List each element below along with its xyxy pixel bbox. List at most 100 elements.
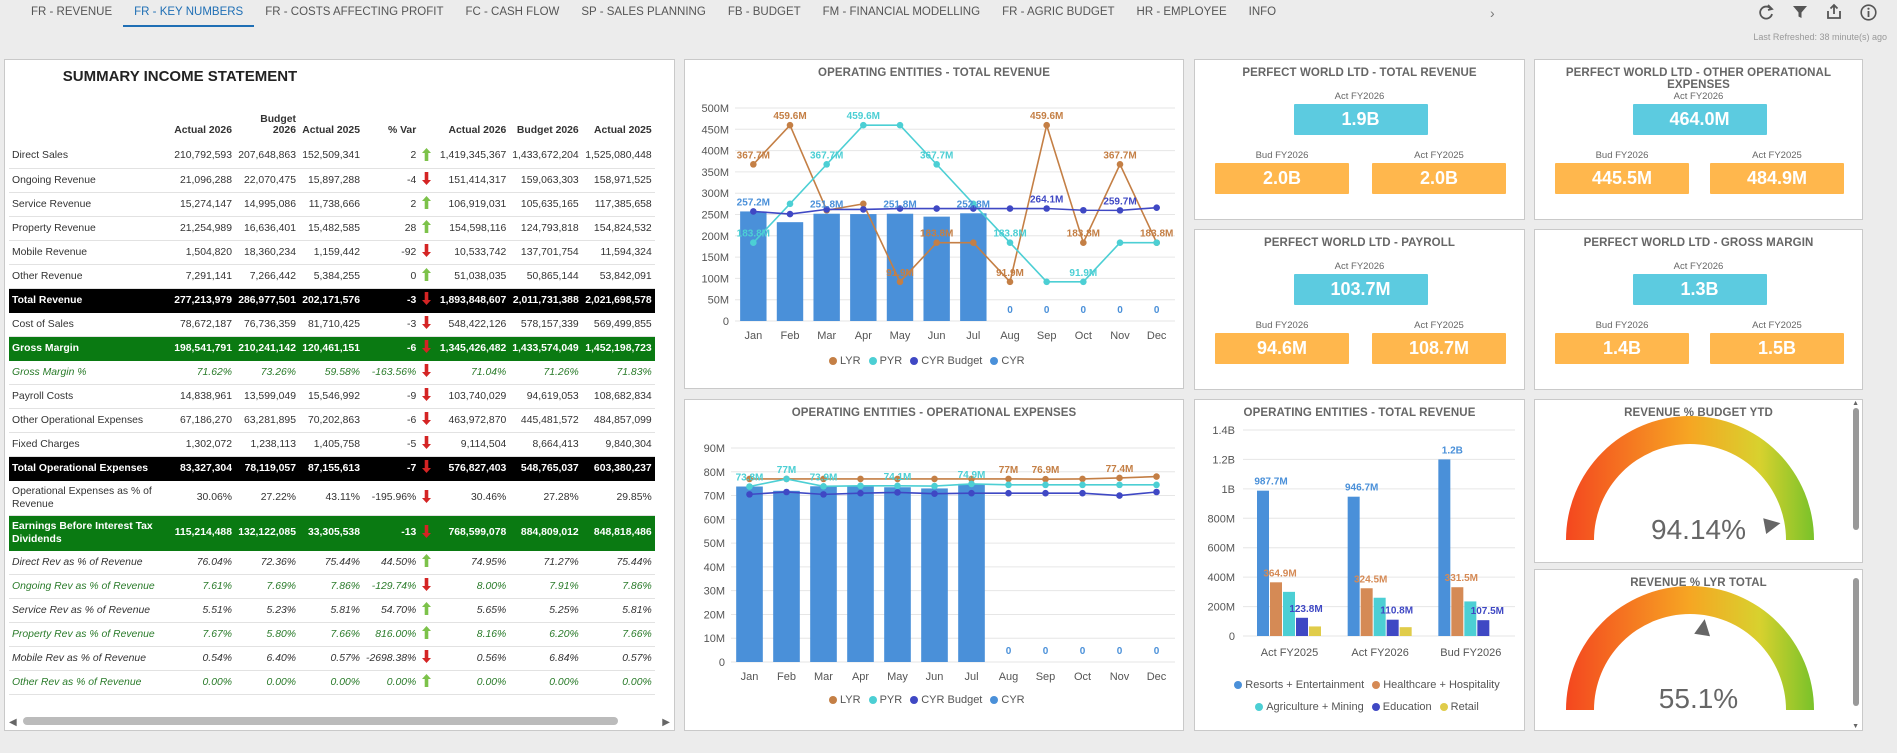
point-lyr-mar[interactable]	[820, 475, 827, 483]
point-cyr-budget-jul[interactable]	[968, 489, 975, 497]
info-icon[interactable]	[1857, 1, 1879, 23]
legend-item-pyr[interactable]: PYR	[861, 355, 902, 367]
point-pyr-mar[interactable]	[820, 482, 827, 490]
bar-education-act-fy2025[interactable]	[1296, 617, 1308, 636]
legend-item-resorts-entertainment[interactable]: Resorts + Entertainment	[1226, 674, 1364, 696]
point-pyr-aug[interactable]	[1006, 239, 1014, 247]
bar-cyr-feb[interactable]	[776, 222, 804, 321]
point-cyr-budget-apr[interactable]	[860, 206, 867, 213]
point-pyr-jan[interactable]	[750, 239, 757, 247]
bar-healthcare-hospitality-act-fy2026[interactable]	[1360, 588, 1373, 636]
point-pyr-feb[interactable]	[783, 475, 790, 483]
point-lyr-sep[interactable]	[1042, 475, 1049, 483]
legend-item-cyr-budget[interactable]: CYR Budget	[902, 355, 982, 367]
point-lyr-may[interactable]	[896, 278, 904, 286]
vertical-scrollbar[interactable]	[1853, 408, 1859, 530]
point-pyr-nov[interactable]	[1116, 239, 1124, 247]
point-pyr-mar[interactable]	[823, 161, 830, 168]
point-cyr-budget-dec[interactable]	[1153, 204, 1160, 211]
point-cyr-budget-may[interactable]	[896, 205, 904, 212]
bar-cyr-may[interactable]	[886, 213, 914, 321]
tab-fm-financial-modelling[interactable]: FM - FINANCIAL MODELLING	[822, 6, 981, 18]
legend-item-healthcare-hospitality[interactable]: Healthcare + Hospitality	[1364, 674, 1500, 696]
bar-agriculture-mining-act-fy2026[interactable]	[1373, 597, 1386, 636]
point-cyr-budget-nov[interactable]	[1116, 207, 1124, 214]
legend-item-cyr[interactable]: CYR	[982, 355, 1025, 367]
point-cyr-budget-aug[interactable]	[1006, 205, 1014, 212]
point-lyr-jul[interactable]	[970, 239, 977, 247]
scroll-right-icon[interactable]: ▶	[662, 717, 670, 728]
point-cyr-budget-jan[interactable]	[746, 491, 753, 498]
tab-fr-costs-affecting-profit[interactable]: FR - COSTS AFFECTING PROFIT	[265, 6, 444, 18]
tab-fb-budget[interactable]: FB - BUDGET	[727, 6, 801, 18]
bar-retail-act-fy2025[interactable]	[1309, 626, 1321, 636]
point-cyr-budget-jan[interactable]	[750, 208, 757, 215]
point-pyr-jun[interactable]	[933, 161, 940, 168]
tabs-scroll-right-icon[interactable]: ›	[1490, 5, 1495, 21]
scroll-left-icon[interactable]: ◀	[9, 717, 17, 728]
tab-fr-key-numbers[interactable]: FR - KEY NUMBERS	[123, 0, 255, 27]
point-pyr-oct[interactable]	[1080, 278, 1087, 286]
bar-cyr-apr[interactable]	[850, 214, 877, 321]
point-cyr-budget-oct[interactable]	[1079, 489, 1086, 497]
bar-cyr-may[interactable]	[884, 487, 911, 662]
export-icon[interactable]	[1823, 1, 1845, 23]
vertical-scrollbar[interactable]	[1853, 578, 1859, 706]
legend-item-lyr[interactable]: LYR	[821, 355, 861, 367]
point-pyr-jul[interactable]	[970, 200, 977, 208]
point-cyr-budget-apr[interactable]	[857, 489, 864, 497]
legend-item-retail[interactable]: Retail	[1432, 696, 1479, 718]
point-lyr-jun[interactable]	[931, 475, 938, 483]
point-lyr-oct[interactable]	[1080, 239, 1087, 247]
point-cyr-budget-nov[interactable]	[1116, 492, 1123, 499]
point-cyr-budget-feb[interactable]	[786, 210, 794, 218]
point-pyr-jul[interactable]	[968, 480, 975, 488]
point-pyr-apr[interactable]	[857, 482, 864, 490]
point-pyr-nov[interactable]	[1116, 481, 1123, 489]
point-lyr-aug[interactable]	[1005, 475, 1012, 483]
bar-cyr-jun[interactable]	[921, 488, 948, 662]
bar-resorts-entertainment-act-fy2025[interactable]	[1257, 490, 1269, 636]
point-pyr-jun[interactable]	[931, 482, 938, 490]
bar-healthcare-hospitality-bud-fy2026[interactable]	[1451, 587, 1464, 636]
point-lyr-apr[interactable]	[860, 200, 867, 208]
refresh-icon[interactable]	[1755, 1, 1777, 23]
point-cyr-budget-jun[interactable]	[931, 490, 938, 497]
point-cyr-budget-dec[interactable]	[1153, 488, 1160, 496]
bar-cyr-jun[interactable]	[923, 216, 950, 321]
point-lyr-jan[interactable]	[746, 475, 753, 483]
point-lyr-nov[interactable]	[1116, 474, 1123, 482]
point-pyr-feb[interactable]	[786, 200, 794, 208]
point-pyr-aug[interactable]	[1005, 481, 1012, 489]
bar-retail-act-fy2026[interactable]	[1399, 627, 1412, 636]
point-lyr-aug[interactable]	[1006, 278, 1014, 286]
bar-cyr-jan[interactable]	[736, 486, 763, 662]
point-pyr-dec[interactable]	[1153, 481, 1160, 489]
point-lyr-sep[interactable]	[1043, 121, 1050, 129]
point-pyr-oct[interactable]	[1079, 481, 1086, 489]
point-lyr-apr[interactable]	[857, 475, 864, 483]
bar-resorts-entertainment-act-fy2026[interactable]	[1347, 496, 1360, 636]
tab-info[interactable]: INFO	[1248, 6, 1277, 18]
scroll-up-icon[interactable]: ▲	[1852, 400, 1859, 407]
point-lyr-feb[interactable]	[786, 121, 794, 129]
bar-education-act-fy2026[interactable]	[1386, 619, 1399, 636]
tab-fc-cash-flow[interactable]: FC - CASH FLOW	[465, 6, 560, 18]
bar-cyr-apr[interactable]	[847, 485, 874, 662]
bar-cyr-jul[interactable]	[960, 213, 987, 321]
horizontal-scrollbar[interactable]	[23, 717, 618, 725]
point-cyr-budget-aug[interactable]	[1005, 489, 1012, 497]
point-cyr-budget-oct[interactable]	[1080, 206, 1087, 214]
point-lyr-jan[interactable]	[750, 161, 757, 168]
point-pyr-apr[interactable]	[860, 121, 867, 129]
bar-cyr-feb[interactable]	[773, 490, 800, 662]
point-cyr-budget-may[interactable]	[894, 489, 901, 496]
bar-education-bud-fy2026[interactable]	[1477, 620, 1490, 636]
point-lyr-dec[interactable]	[1153, 473, 1160, 480]
point-pyr-jan[interactable]	[746, 483, 753, 490]
filter-icon[interactable]	[1789, 1, 1811, 23]
point-pyr-sep[interactable]	[1043, 278, 1050, 286]
bar-resorts-entertainment-bud-fy2026[interactable]	[1438, 459, 1451, 636]
point-lyr-may[interactable]	[894, 475, 901, 483]
legend-item-cyr[interactable]: CYR	[982, 694, 1025, 706]
